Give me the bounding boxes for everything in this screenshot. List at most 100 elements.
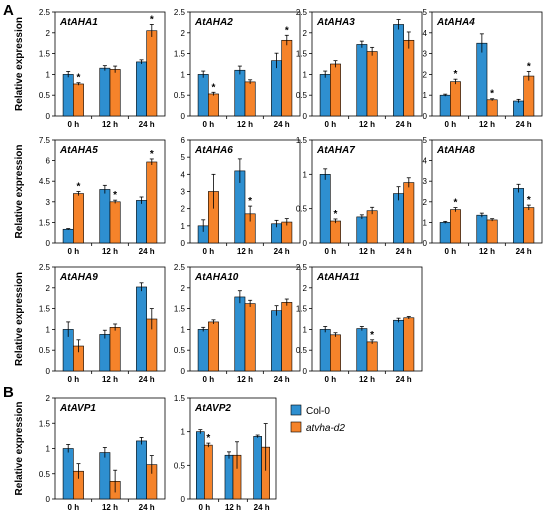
y-tick-label: 1.5 — [174, 305, 186, 314]
bar-col0 — [476, 42, 488, 117]
panel-letter-b: B — [3, 384, 14, 401]
bar-col0 — [99, 452, 111, 500]
x-tick-label: 0 h — [203, 247, 215, 256]
bar-mutant — [146, 161, 158, 244]
y-tick-label: 0 — [303, 239, 308, 248]
chart-atavp1: 0 0.5 1 1.5 2 AtAVP1 0 h 12 h 24 h — [39, 394, 166, 512]
significance-star: * — [334, 209, 338, 220]
bar-col0 — [439, 94, 451, 117]
bar-col0 — [271, 60, 282, 117]
x-tick-label: 12 h — [479, 247, 495, 256]
legend-swatch-mutant — [290, 421, 302, 433]
y-tick-label: 5 — [181, 153, 186, 162]
bar-col0 — [271, 310, 282, 372]
x-tick-label: 24 h — [139, 247, 155, 256]
y-tick-label: 1.5 — [296, 50, 308, 59]
x-tick-label: 0 h — [325, 247, 337, 256]
bar-col0 — [62, 228, 74, 244]
y-tick-label: 4 — [423, 29, 428, 38]
chart-title: AtAHA11 — [316, 272, 360, 283]
y-tick-label: 6 — [181, 136, 186, 145]
chart-title: AtAHA1 — [59, 17, 98, 28]
chart-ataha9: 0 0.5 1 1.5 2 2.5 AtAHA9 0 h 12 h 24 h — [39, 263, 166, 384]
x-tick-label: 12 h — [237, 375, 253, 384]
x-tick-label: 0 h — [68, 375, 80, 384]
y-tick-label: 2 — [423, 198, 428, 207]
y-tick-label: 2.5 — [174, 8, 186, 17]
bar-col0 — [196, 431, 205, 500]
bar-col0 — [99, 67, 111, 117]
x-tick-label: 0 h — [68, 503, 80, 512]
y-tick-label: 1 — [46, 445, 51, 454]
y-tick-label: 2 — [181, 284, 186, 293]
bar-mutant — [450, 81, 461, 117]
y-tick-label: 4.5 — [39, 177, 51, 186]
bar-col0 — [319, 174, 331, 244]
x-tick-label: 24 h — [254, 503, 270, 512]
y-tick-label: 2 — [181, 29, 186, 38]
y-tick-label: 1.5 — [174, 50, 186, 59]
y-tick-label: 5 — [423, 8, 428, 17]
y-tick-label: 1.5 — [39, 305, 51, 314]
y-tick-label: 0 — [423, 239, 428, 248]
chart-ataha5: 0 1.5 3 4.5 6 7.5 AtAHA5 0 h 12 h 24 h * * * — [39, 136, 166, 256]
significance-star: * — [77, 73, 81, 84]
y-tick-label: 2 — [46, 29, 51, 38]
bar-mutant — [109, 201, 121, 244]
y-tick-label: 7.5 — [39, 136, 51, 145]
bar-col0 — [319, 74, 331, 117]
bar-col0 — [319, 329, 331, 372]
y-tick-label: 0 — [181, 495, 186, 504]
bar-col0 — [224, 454, 234, 500]
y-tick-label: 1.5 — [296, 305, 308, 314]
bar-col0 — [356, 216, 368, 244]
x-tick-label: 0 h — [203, 375, 215, 384]
chart-ataha7: 0 0.5 1 1.5 AtAHA7 0 h 12 h 24 h * — [296, 136, 423, 256]
significance-star: * — [113, 190, 117, 201]
bar-mutant — [281, 302, 293, 372]
y-tick-label: 2 — [46, 394, 51, 403]
x-tick-label: 12 h — [225, 503, 241, 512]
chart-title: AtAHA10 — [194, 272, 239, 283]
y-tick-label: 0 — [303, 112, 308, 121]
panel-letter-a: A — [3, 2, 14, 19]
x-tick-label: 0 h — [445, 247, 457, 256]
bar-mutant — [523, 207, 535, 244]
bar-col0 — [62, 74, 74, 117]
y-tick-label: 1 — [423, 218, 428, 227]
y-tick-label: 2.5 — [174, 263, 186, 272]
x-tick-label: 24 h — [396, 247, 412, 256]
x-tick-label: 24 h — [274, 375, 290, 384]
chart-title: AtAHA5 — [59, 145, 98, 156]
significance-star: * — [490, 89, 494, 100]
chart-title: AtAVP1 — [59, 403, 96, 414]
y-tick-label: 1 — [181, 428, 186, 437]
bar-col0 — [513, 100, 524, 117]
x-tick-label: 0 h — [68, 120, 80, 129]
bar-mutant — [523, 75, 535, 117]
bar-mutant — [146, 30, 158, 117]
y-tick-label: 3 — [181, 188, 186, 197]
chart-title: AtAHA9 — [59, 272, 98, 283]
y-tick-label: 0 — [46, 239, 51, 248]
y-tick-label: 3 — [423, 177, 428, 186]
significance-star: * — [285, 25, 289, 36]
x-tick-label: 24 h — [274, 120, 290, 129]
y-tick-label: 2 — [303, 29, 308, 38]
y-tick-label: 0.5 — [174, 91, 186, 100]
chart-title: AtAHA2 — [194, 17, 233, 28]
chart-ataha11: 0 0.5 1 1.5 2 2.5 AtAHA11 0 h 12 h 24 h * — [296, 263, 423, 384]
chart-ataha1: 0 0.5 1 1.5 2 2.5 AtAHA1 0 h 12 h 24 h * * — [39, 8, 166, 129]
bar-col0 — [393, 24, 404, 117]
x-tick-label: 12 h — [479, 120, 495, 129]
y-tick-label: 0.5 — [39, 91, 51, 100]
chart-title: AtAVP2 — [194, 403, 231, 414]
x-tick-label: 24 h — [396, 375, 412, 384]
x-tick-label: 24 h — [516, 247, 532, 256]
y-axis-label: Relative expression — [14, 402, 25, 496]
y-tick-label: 1.5 — [39, 419, 51, 428]
legend: Col-0 atvha-d2 — [290, 404, 345, 434]
y-tick-label: 0.5 — [296, 205, 308, 214]
bar-col0 — [234, 296, 246, 372]
y-tick-label: 0 — [46, 112, 51, 121]
